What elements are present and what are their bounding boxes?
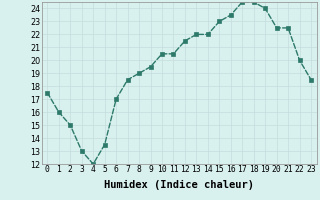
X-axis label: Humidex (Indice chaleur): Humidex (Indice chaleur) <box>104 180 254 190</box>
